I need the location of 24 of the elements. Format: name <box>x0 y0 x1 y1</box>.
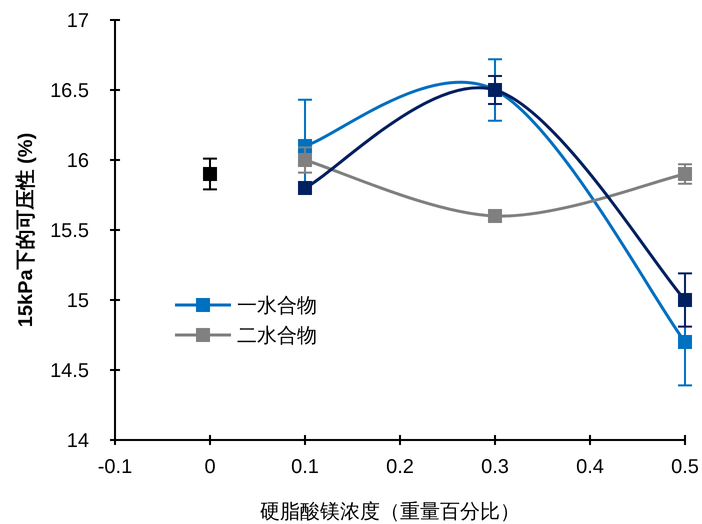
point <box>488 209 502 223</box>
point <box>298 181 312 195</box>
legend-label: 二水合物 <box>237 325 317 347</box>
x-tick-label: 0.4 <box>576 456 604 478</box>
x-tick-label: 0.2 <box>386 456 414 478</box>
x-axis-title: 硬脂酸镁浓度（重量百分比） <box>260 501 520 523</box>
x-tick-label: 0 <box>204 456 216 478</box>
point <box>678 335 692 349</box>
y-tick-label: 16 <box>66 150 89 172</box>
y-tick-label: 14 <box>66 430 89 452</box>
y-tick-label: 15.5 <box>50 220 89 242</box>
y-axis-title: 15kPa下的可压性 (%) <box>15 132 37 328</box>
legend-label: 一水合物 <box>237 295 317 317</box>
y-tick-label: 16.5 <box>50 80 89 102</box>
point <box>203 167 217 181</box>
y-tick-label: 17 <box>66 10 89 32</box>
x-tick-label: 0.1 <box>291 456 319 478</box>
x-tick-label: -0.1 <box>98 456 132 478</box>
point <box>678 293 692 307</box>
x-tick-label: 0.5 <box>671 456 699 478</box>
point <box>298 153 312 167</box>
y-tick-label: 14.5 <box>50 360 89 382</box>
y-tick-label: 15 <box>66 290 89 312</box>
x-tick-label: 0.3 <box>481 456 509 478</box>
